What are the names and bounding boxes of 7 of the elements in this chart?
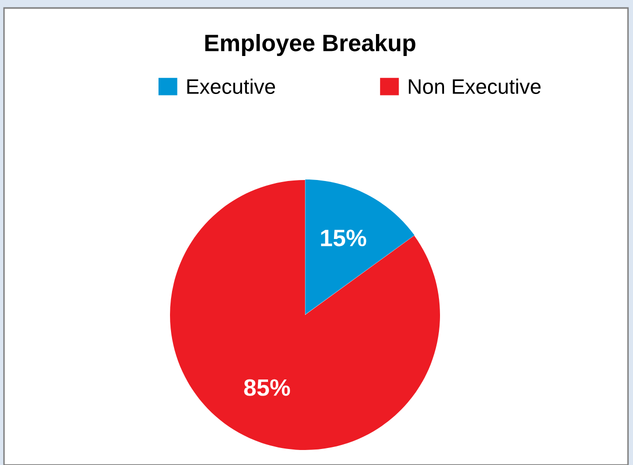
- pie-slice: [305, 180, 414, 315]
- legend-label: Non Executive: [408, 78, 541, 94]
- chart-title: Employee Breakup: [205, 34, 416, 56]
- pie-slice: [170, 180, 440, 450]
- data-label: 15%: [321, 230, 366, 246]
- data-label: 85%: [244, 379, 290, 396]
- legend-label: Executive: [187, 78, 275, 94]
